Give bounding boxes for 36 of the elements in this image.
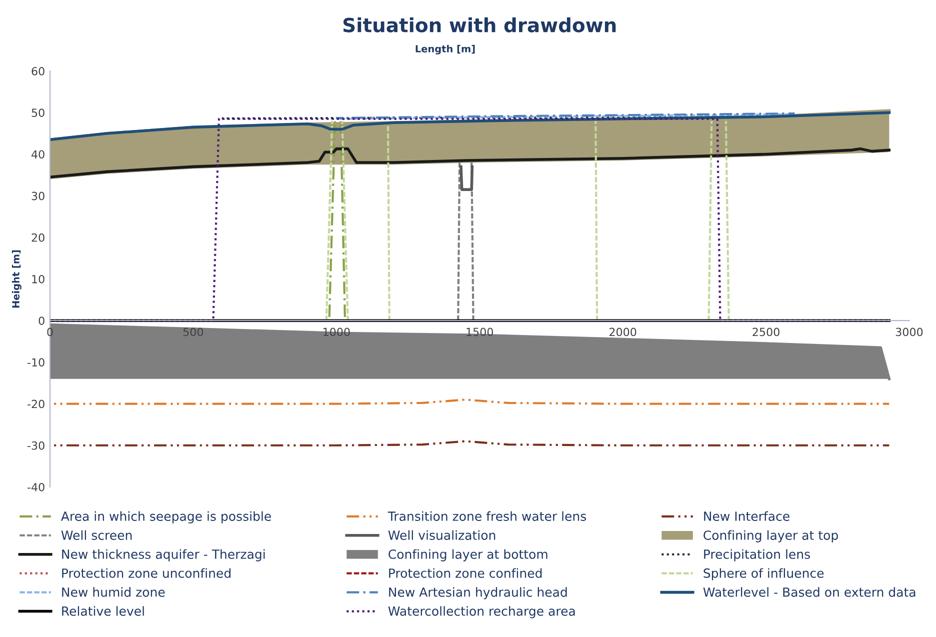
y-tick-label: -30 (28, 441, 44, 450)
legend-label: Confining layer at bottom (388, 549, 548, 562)
y-tick-label: 40 (32, 150, 44, 159)
legend-label: Precipitation lens (704, 549, 810, 562)
line-series (50, 147, 891, 178)
legend-label: Area in which seepage is possible (61, 511, 271, 524)
y-tick-label: 0 (38, 316, 44, 325)
y-tick-label: -40 (28, 482, 44, 492)
y-axis-title: Height [m] (12, 250, 22, 308)
x-axis-title: Length [m] (416, 44, 475, 54)
y-tick-label: 60 (32, 67, 44, 76)
legend-label: New humid zone (62, 587, 165, 597)
legend-label: Transition zone fresh water lens (388, 511, 586, 521)
legend-label: Well visualization (388, 530, 496, 540)
x-tick-label: 500 (183, 328, 204, 336)
legend-label: New Interface (704, 511, 790, 521)
chart-title: Situation with drawdown (343, 17, 616, 32)
legend-label: New thickness aquifer - Therzagi (62, 549, 265, 562)
x-tick-label: 2500 (752, 328, 780, 336)
legend-label: Protection zone unconfined (62, 568, 230, 578)
legend-label: Well screen (61, 530, 132, 540)
y-tick-label: 20 (32, 233, 44, 242)
legend-label: Protection zone confined (389, 568, 542, 578)
legend-label: Sphere of influence (704, 568, 824, 580)
y-tick-label: 30 (32, 192, 44, 200)
legend-label: Watercollection recharge area (388, 606, 575, 618)
x-tick-label: 2000 (609, 328, 636, 336)
y-tick-label: 50 (32, 108, 44, 117)
x-tick-label: 3000 (896, 328, 923, 336)
y-tick-label: 10 (32, 274, 44, 284)
legend-label: Confining layer at top (704, 530, 838, 542)
legend-label: Waterlevel - Based on extern data (703, 587, 916, 597)
y-tick-label: -10 (28, 358, 44, 367)
y-tick-label: -20 (28, 400, 44, 408)
legend-label: New Artesian hydraulic head (389, 587, 567, 600)
legend-label: Relative level (62, 606, 144, 616)
